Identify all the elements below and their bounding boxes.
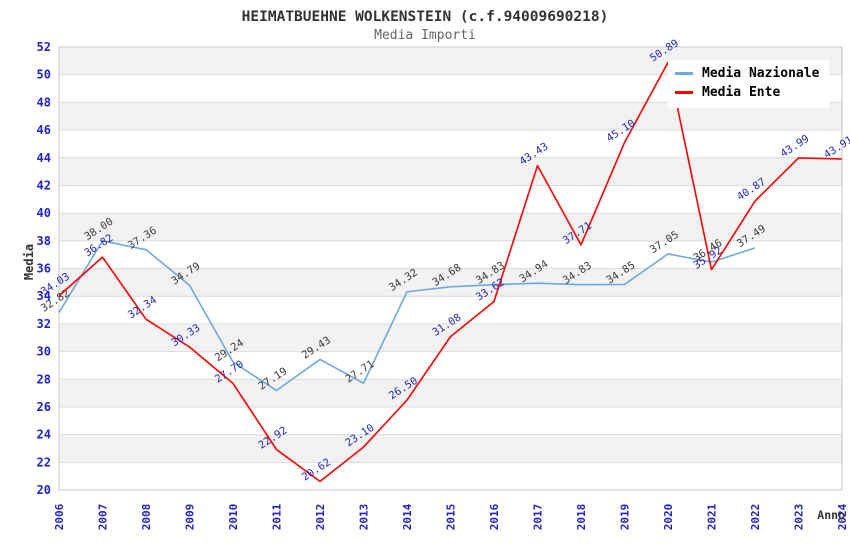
x-tick-label: 2016 — [488, 503, 501, 530]
legend-item-media-nazionale: Media Nazionale — [675, 64, 819, 83]
y-tick-label: 42 — [37, 178, 51, 192]
y-tick-label: 50 — [37, 68, 51, 82]
plot-band — [59, 462, 842, 490]
x-tick-label: 2022 — [749, 504, 762, 531]
x-tick-label: 2024 — [836, 503, 849, 530]
media-nazionale-line — [58, 240, 756, 392]
x-tick-label: 2013 — [358, 504, 371, 531]
x-tick-label: 2021 — [706, 503, 719, 530]
y-tick-label: 30 — [37, 345, 51, 359]
x-tick-label: 2014 — [401, 503, 414, 530]
y-tick-label: 40 — [37, 206, 51, 220]
x-tick-label: 2009 — [184, 504, 197, 531]
x-tick-label: 2017 — [532, 504, 545, 531]
plot-band — [59, 157, 842, 186]
y-tick-label: 44 — [37, 151, 51, 165]
chart-subtitle: Media Importi — [374, 28, 476, 43]
x-tick-label: 2006 — [53, 503, 66, 530]
plot-band — [59, 240, 842, 269]
y-tick-label: 24 — [37, 428, 51, 442]
y-tick-label: 26 — [37, 400, 51, 414]
y-axis-title: Media — [22, 243, 36, 281]
plot-band — [59, 351, 842, 380]
y-tick-label: 28 — [37, 372, 51, 386]
y-tick-label: 38 — [37, 234, 51, 248]
x-tick-label: 2010 — [227, 504, 240, 531]
plot-band — [59, 213, 842, 241]
plot-band — [59, 296, 842, 324]
x-tick-label: 2023 — [793, 504, 806, 531]
y-tick-label: 34 — [37, 289, 51, 303]
legend-label-media-ente: Media Ente — [702, 85, 781, 100]
media-ente-legend-marker — [675, 91, 693, 94]
x-tick-label: 2007 — [97, 504, 110, 531]
y-tick-label: 36 — [37, 262, 51, 276]
plot-band — [59, 406, 842, 435]
plot-band — [59, 268, 842, 297]
x-tick-label: 2020 — [662, 504, 675, 531]
media-ente-line — [58, 61, 843, 483]
y-tick-label: 48 — [37, 95, 51, 109]
y-tick-label: 22 — [37, 455, 51, 469]
chart-title: HEIMATBUEHNE WOLKENSTEIN (c.f.9400969021… — [241, 9, 609, 25]
plot-band — [59, 130, 842, 158]
y-tick-label: 32 — [37, 317, 51, 331]
plot-border — [58, 46, 843, 491]
y-tick-label: 46 — [37, 123, 51, 137]
y-tick-label: 52 — [37, 40, 51, 54]
x-tick-label: 2018 — [575, 504, 588, 531]
x-tick-label: 2015 — [445, 504, 458, 531]
x-tick-label: 2011 — [271, 503, 284, 530]
x-tick-label: 2008 — [140, 504, 153, 531]
plot-band — [59, 434, 842, 463]
media-nazionale-legend-marker — [675, 72, 693, 75]
x-tick-label: 2019 — [619, 504, 632, 531]
x-tick-label: 2012 — [314, 504, 327, 531]
plot-band — [59, 185, 842, 214]
legend: Media Nazionale Media Ente — [668, 60, 830, 108]
y-tick-label: 20 — [37, 483, 51, 497]
x-axis-title: Anno — [817, 508, 845, 522]
legend-item-media-ente: Media Ente — [675, 83, 819, 102]
plot-band — [59, 379, 842, 407]
legend-label-media-nazionale: Media Nazionale — [702, 66, 820, 81]
